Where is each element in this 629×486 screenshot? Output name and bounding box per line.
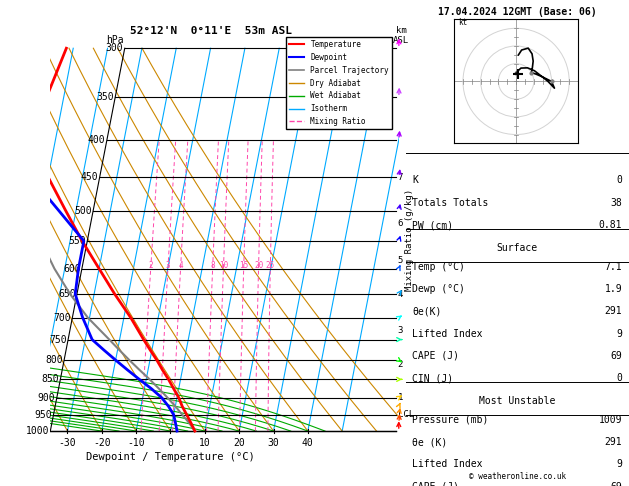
Text: 2: 2 bbox=[398, 360, 403, 368]
Text: K: K bbox=[413, 175, 418, 186]
Text: 17.04.2024 12GMT (Base: 06): 17.04.2024 12GMT (Base: 06) bbox=[438, 7, 597, 17]
Text: Pressure (mb): Pressure (mb) bbox=[413, 415, 489, 425]
Legend: Temperature, Dewpoint, Parcel Trajectory, Dry Adiabat, Wet Adiabat, Isotherm, Mi: Temperature, Dewpoint, Parcel Trajectory… bbox=[286, 37, 392, 129]
Text: 500: 500 bbox=[74, 206, 92, 216]
Text: 350: 350 bbox=[96, 92, 114, 102]
Text: 3: 3 bbox=[166, 261, 170, 271]
Text: 0: 0 bbox=[167, 438, 174, 448]
Text: 450: 450 bbox=[81, 172, 98, 182]
Text: 9: 9 bbox=[616, 459, 622, 469]
Text: 6: 6 bbox=[398, 219, 403, 227]
Text: PW (cm): PW (cm) bbox=[413, 220, 454, 230]
Text: 10: 10 bbox=[199, 438, 211, 448]
Text: 700: 700 bbox=[53, 312, 71, 323]
Text: 15: 15 bbox=[239, 261, 248, 271]
Text: 291: 291 bbox=[604, 306, 622, 316]
Text: Totals Totals: Totals Totals bbox=[413, 198, 489, 208]
Text: 1000: 1000 bbox=[25, 426, 49, 436]
Text: Dewp (°C): Dewp (°C) bbox=[413, 284, 465, 294]
Text: 52°12'N  0°11'E  53m ASL: 52°12'N 0°11'E 53m ASL bbox=[130, 26, 292, 35]
Text: 25: 25 bbox=[265, 261, 275, 271]
Text: LCL: LCL bbox=[398, 410, 414, 419]
Text: 2: 2 bbox=[148, 261, 153, 271]
Text: kt: kt bbox=[458, 18, 467, 27]
Text: 69: 69 bbox=[611, 351, 622, 361]
Text: 0: 0 bbox=[616, 373, 622, 383]
Text: 4: 4 bbox=[398, 290, 403, 298]
Text: 30: 30 bbox=[267, 438, 279, 448]
Text: km
ASL: km ASL bbox=[393, 26, 409, 45]
Text: © weatheronline.co.uk: © weatheronline.co.uk bbox=[469, 472, 566, 481]
Text: Lifted Index: Lifted Index bbox=[413, 329, 483, 339]
Text: hPa: hPa bbox=[106, 35, 124, 45]
Text: CAPE (J): CAPE (J) bbox=[413, 351, 459, 361]
Text: 800: 800 bbox=[45, 355, 63, 365]
Text: 10: 10 bbox=[219, 261, 228, 271]
Text: CIN (J): CIN (J) bbox=[413, 373, 454, 383]
Text: 3: 3 bbox=[398, 327, 403, 335]
Text: 0: 0 bbox=[616, 175, 622, 186]
Text: -20: -20 bbox=[93, 438, 111, 448]
Text: 650: 650 bbox=[58, 289, 75, 299]
Text: 900: 900 bbox=[38, 393, 55, 402]
Text: Dewpoint / Temperature (°C): Dewpoint / Temperature (°C) bbox=[86, 451, 255, 462]
Text: CAPE (J): CAPE (J) bbox=[413, 482, 459, 486]
Text: 5: 5 bbox=[398, 256, 403, 265]
Text: θe(K): θe(K) bbox=[413, 306, 442, 316]
Text: 1009: 1009 bbox=[599, 415, 622, 425]
Text: Most Unstable: Most Unstable bbox=[479, 396, 555, 406]
Text: Temp (°C): Temp (°C) bbox=[413, 261, 465, 272]
Text: 20: 20 bbox=[254, 261, 263, 271]
Text: 600: 600 bbox=[63, 263, 81, 274]
Text: 750: 750 bbox=[49, 334, 67, 345]
Text: 291: 291 bbox=[604, 437, 622, 447]
Text: 850: 850 bbox=[42, 374, 59, 384]
Text: Lifted Index: Lifted Index bbox=[413, 459, 483, 469]
Text: 20: 20 bbox=[233, 438, 245, 448]
Text: 0.81: 0.81 bbox=[599, 220, 622, 230]
Text: 1.9: 1.9 bbox=[604, 284, 622, 294]
Text: 950: 950 bbox=[35, 410, 52, 420]
Text: Surface: Surface bbox=[497, 243, 538, 253]
Text: 300: 300 bbox=[106, 43, 123, 53]
Text: 69: 69 bbox=[611, 482, 622, 486]
Text: 400: 400 bbox=[88, 135, 106, 145]
Text: 9: 9 bbox=[616, 329, 622, 339]
Text: 7.1: 7.1 bbox=[604, 261, 622, 272]
Text: -10: -10 bbox=[127, 438, 145, 448]
Text: 8: 8 bbox=[211, 261, 215, 271]
Text: 40: 40 bbox=[302, 438, 314, 448]
Text: 4: 4 bbox=[179, 261, 183, 271]
Text: 1: 1 bbox=[398, 393, 403, 402]
Text: 7: 7 bbox=[398, 173, 403, 182]
Text: 38: 38 bbox=[611, 198, 622, 208]
Text: θe (K): θe (K) bbox=[413, 437, 448, 447]
Text: Mixing Ratio (g/kg): Mixing Ratio (g/kg) bbox=[405, 189, 415, 291]
Text: -30: -30 bbox=[58, 438, 76, 448]
Text: 550: 550 bbox=[69, 236, 86, 246]
